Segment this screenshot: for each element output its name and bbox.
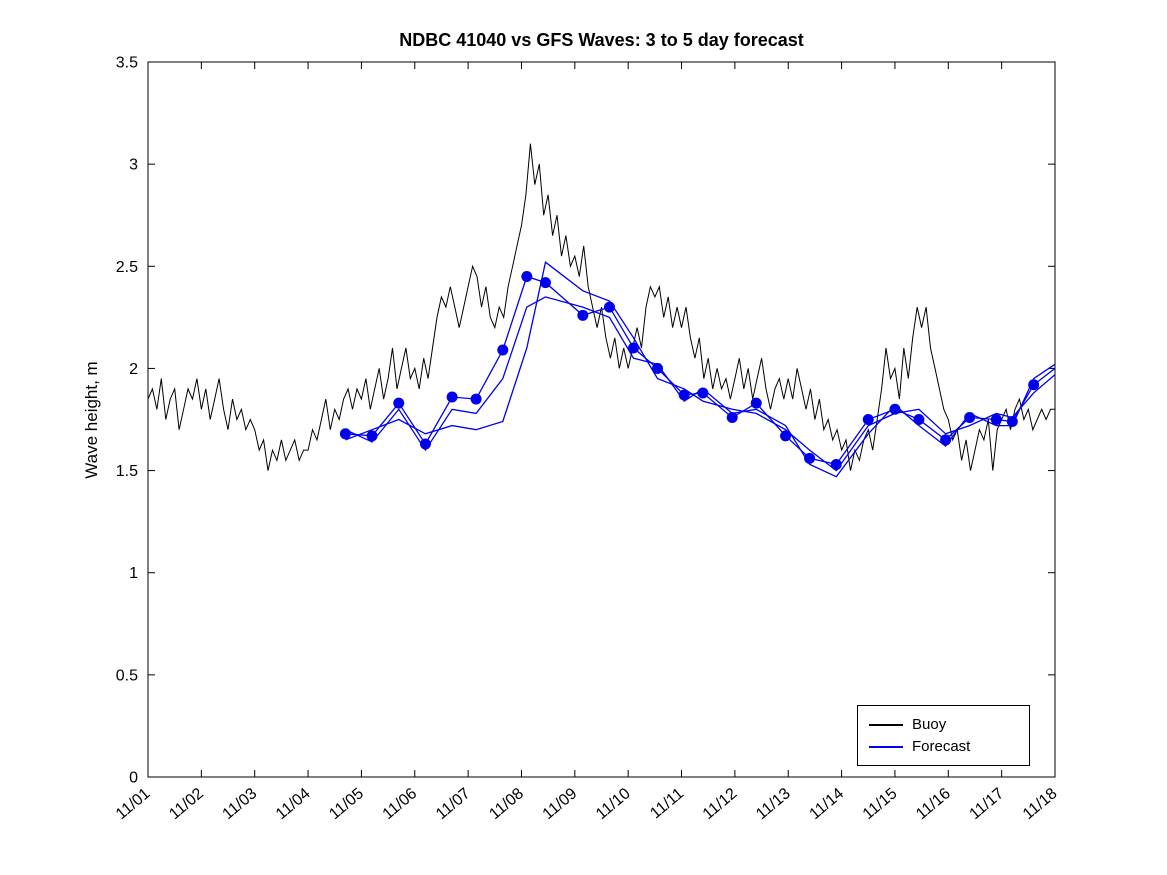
forecast-marker [726,411,738,423]
y-tick-label: 1 [129,565,138,582]
x-tick-label: 11/08 [486,785,527,823]
legend: Buoy Forecast [857,705,1030,766]
x-tick-label: 11/17 [967,785,1008,823]
x-tick-label: 11/15 [860,785,901,823]
forecast-marker [964,411,976,423]
forecast-marker [604,301,616,313]
legend-line-swatch-buoy [869,723,903,726]
legend-item-forecast: Forecast [869,738,1021,755]
forecast-marker [339,428,351,440]
buoy-line [147,143,1055,471]
legend-line-swatch-forecast [869,745,903,748]
forecast-marker [780,430,792,442]
forecast-marker [990,414,1002,425]
forecast-marker [577,309,589,321]
legend-item-buoy: Buoy [869,716,1021,733]
forecast-marker [889,403,901,415]
forecast-marker [830,458,842,470]
y-tick-label: 2 [129,361,138,378]
forecast-line [345,261,1056,472]
forecast-marker [750,397,762,409]
forecast-marker [470,393,482,405]
x-tick-label: 11/10 [593,785,634,823]
x-tick-label: 11/04 [273,785,314,823]
forecast-marker [678,389,690,401]
y-tick-label: 2.5 [116,259,138,276]
chart-title: NDBC 41040 vs GFS Waves: 3 to 5 day fore… [399,30,804,50]
forecast-marker [393,397,405,409]
forecast-marker [940,434,952,446]
forecast-marker [628,342,640,354]
x-tick-label: 11/09 [540,785,581,823]
x-tick-label: 11/11 [647,785,687,822]
forecast-marker [1028,379,1040,391]
forecast-marker [913,414,925,425]
legend-label-forecast: Forecast [912,738,971,755]
forecast-marker [366,430,378,442]
x-tick-label: 11/01 [113,785,154,823]
legend-label-buoy: Buoy [912,716,947,733]
forecast-marker [697,387,709,399]
forecast-marker [521,271,533,282]
x-tick-label: 11/16 [913,785,954,823]
x-tick-label: 11/03 [220,785,261,823]
y-tick-label: 1.5 [116,463,138,480]
axes-box [147,61,1056,778]
forecast-marker [539,277,551,289]
x-tick-label: 11/06 [380,785,421,823]
y-tick-label: 3 [129,157,138,174]
x-tick-label: 11/18 [1020,785,1061,823]
forecast-marker [804,452,816,464]
forecast-marker [862,414,874,425]
y-tick-label: 3.5 [116,55,138,72]
x-tick-label: 11/07 [433,785,474,823]
y-tick-label: 0.5 [116,667,138,684]
forecast-marker [652,362,664,374]
forecast-marker [497,344,509,356]
forecast-line [345,296,1056,478]
x-tick-label: 11/12 [700,785,741,823]
y-tick-label: 0 [129,770,138,787]
x-tick-label: 11/14 [806,785,847,823]
x-tick-label: 11/05 [326,785,367,823]
forecast-marker [446,391,458,403]
x-tick-label: 11/13 [753,785,794,823]
forecast-marker [1006,416,1018,428]
x-tick-label: 11/02 [166,785,207,823]
forecast-marker [419,438,431,450]
